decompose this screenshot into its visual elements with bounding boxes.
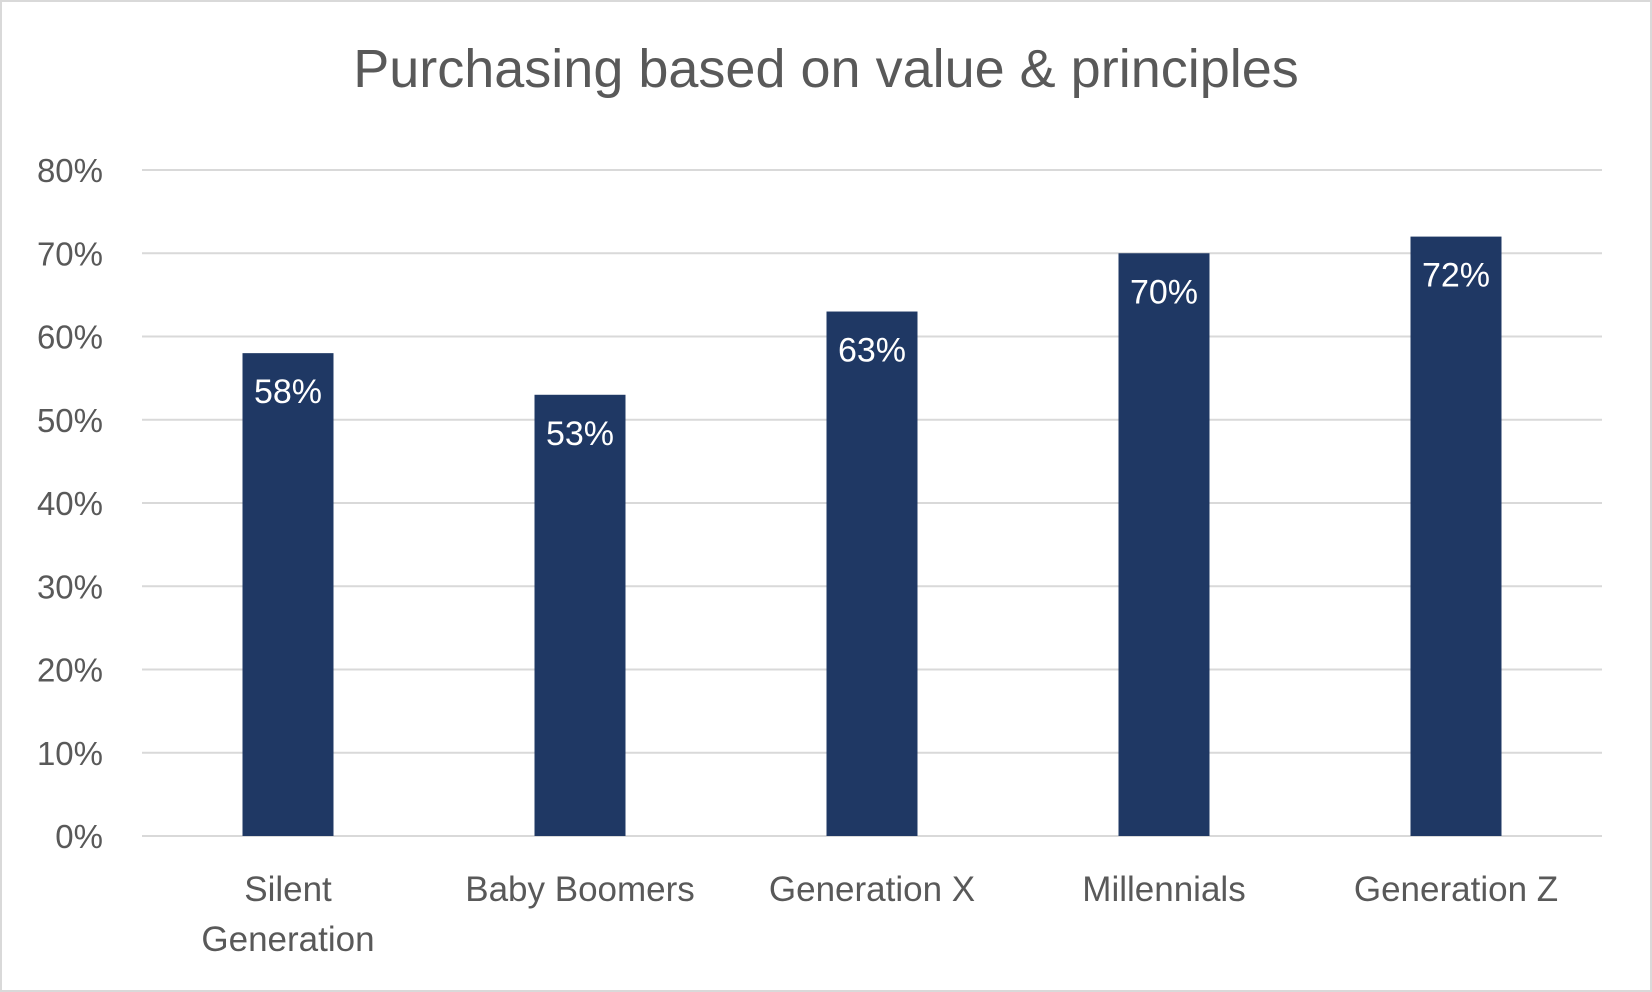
y-tick-label: 20% [37, 652, 103, 689]
data-label: 53% [546, 415, 614, 453]
data-labels: 58% 53% 63% 70% 72% [254, 257, 1490, 453]
y-tick-label: 30% [37, 568, 103, 605]
bar [534, 394, 626, 836]
y-tick-label: 0% [55, 818, 103, 855]
x-tick-label: Millennials [1082, 870, 1245, 909]
y-tick-label: 10% [37, 735, 103, 772]
data-label: 70% [1130, 273, 1198, 311]
y-tick-label: 60% [37, 319, 103, 356]
y-tick-label: 40% [37, 485, 103, 522]
bar [242, 353, 334, 836]
chart-title: Purchasing based on value & principles [353, 39, 1299, 99]
x-tick-label: Generation X [769, 870, 975, 909]
y-tick-label: 50% [37, 402, 103, 439]
bar [1118, 253, 1210, 836]
x-tick-label: Baby Boomers [465, 870, 695, 909]
bars [242, 236, 1502, 837]
y-tick-label: 70% [37, 235, 103, 272]
x-tick-label: Generation Z [1354, 870, 1558, 909]
data-label: 72% [1422, 257, 1490, 295]
y-axis-ticks: 0% 10% 20% 30% 40% 50% 60% 70% 80% [37, 152, 103, 855]
data-label: 63% [838, 332, 906, 370]
bar [1410, 236, 1502, 837]
data-label: 58% [254, 373, 322, 411]
bar [826, 311, 918, 836]
x-tick-label: Generation [201, 920, 374, 959]
x-tick-label: Silent [244, 870, 332, 909]
x-axis-ticks: Silent Generation Baby Boomers Generation X… [201, 870, 1558, 959]
y-tick-label: 80% [37, 152, 103, 189]
